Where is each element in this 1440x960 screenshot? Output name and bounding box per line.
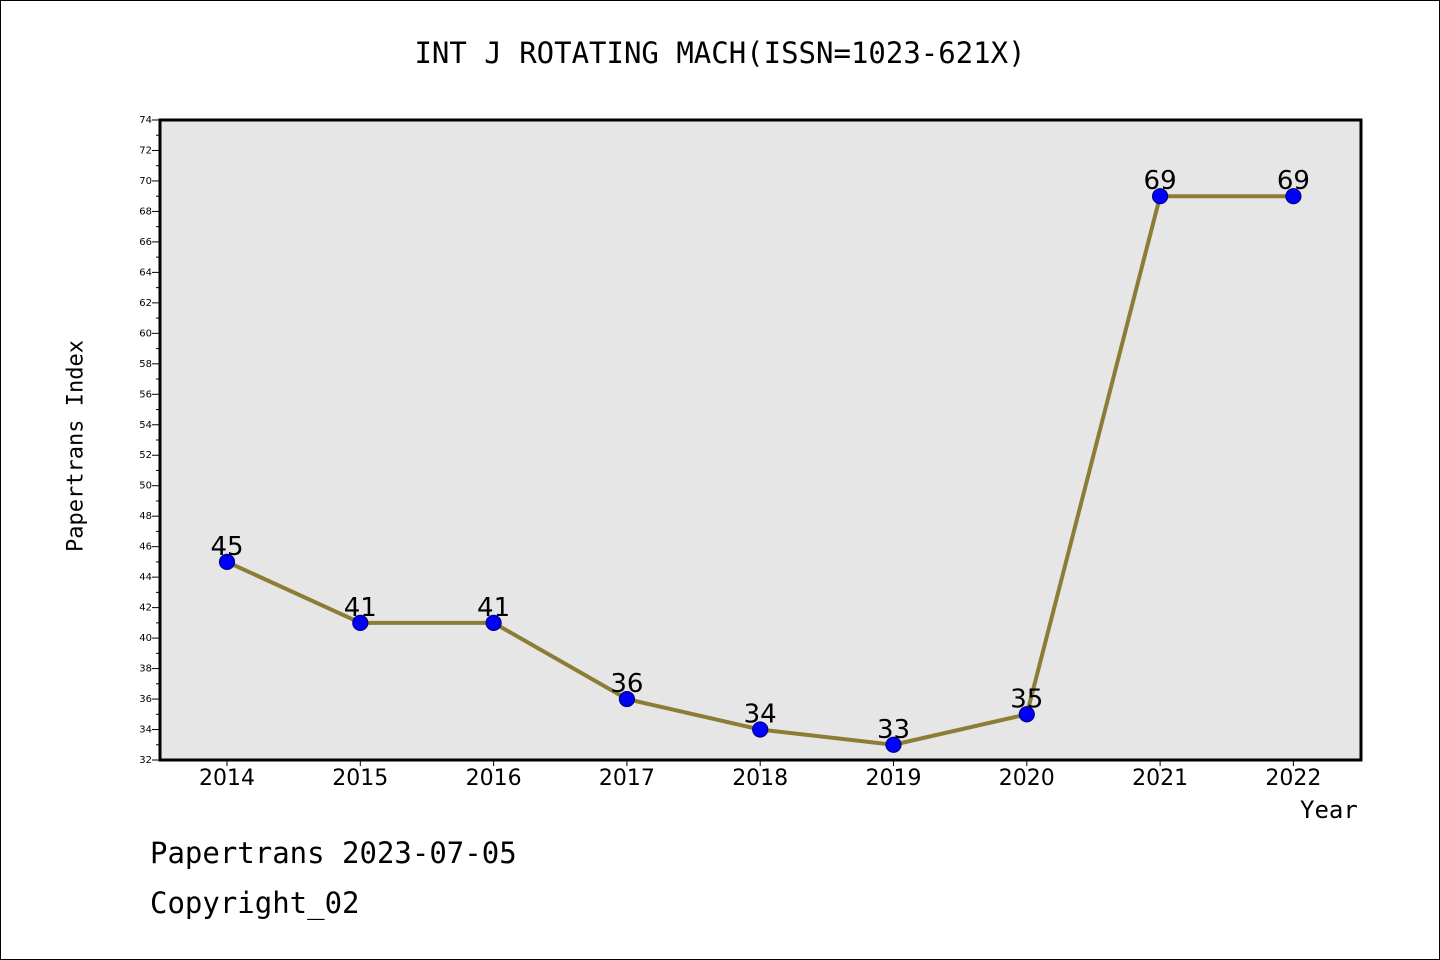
data-label: 36 — [610, 669, 643, 699]
data-labels: 45 41 41 36 34 33 35 69 69 — [210, 166, 1309, 745]
data-point — [752, 721, 769, 738]
data-label: 41 — [344, 593, 377, 623]
footer-copyright: Copyright_02 — [150, 886, 360, 920]
x-axis-label: Year — [1300, 796, 1358, 824]
x-tick-label: 2016 — [466, 766, 522, 791]
x-axis: 2014 2015 2016 2017 2018 2019 2020 2021 2022 — [199, 760, 1321, 791]
y-tick-label: 40 — [139, 633, 152, 644]
y-tick-label: 64 — [139, 267, 152, 278]
data-label: 69 — [1277, 166, 1310, 196]
x-tick-label: 2014 — [199, 766, 255, 791]
y-tick-label: 62 — [139, 298, 152, 309]
y-tick-label: 74 — [139, 115, 152, 126]
y-tick-label: 38 — [139, 664, 152, 675]
data-point — [885, 736, 902, 753]
y-tick-label: 60 — [139, 328, 152, 339]
x-tick-label: 2021 — [1132, 766, 1188, 791]
x-tick-label: 2022 — [1265, 766, 1321, 791]
x-tick-label: 2019 — [866, 766, 922, 791]
y-tick-label: 42 — [139, 603, 152, 614]
data-point — [485, 614, 502, 631]
data-point — [618, 690, 636, 708]
y-tick-label: 70 — [139, 176, 152, 187]
y-tick-label: 46 — [139, 542, 152, 553]
data-point — [218, 553, 236, 571]
x-tick-label: 2018 — [732, 766, 788, 791]
plot-area — [160, 120, 1361, 760]
y-tick-label: 32 — [139, 755, 152, 766]
plot-border — [158, 118, 1363, 762]
y-tick-label: 52 — [139, 450, 152, 461]
x-tick-label: 2017 — [599, 766, 655, 791]
data-label: 45 — [210, 532, 243, 562]
data-label: 34 — [744, 700, 777, 730]
x-tick-label: 2020 — [999, 766, 1055, 791]
y-tick-label: 44 — [139, 572, 152, 583]
y-tick-label: 58 — [139, 359, 152, 370]
chart-title: INT J ROTATING MACH(ISSN=1023-621X) — [414, 36, 1026, 70]
y-tick-label: 48 — [139, 511, 152, 522]
data-point — [1285, 188, 1302, 205]
y-tick-label: 56 — [139, 389, 152, 400]
data-label: 33 — [877, 715, 910, 745]
y-tick-label: 66 — [139, 237, 152, 248]
data-point — [1151, 188, 1169, 205]
data-point — [1018, 706, 1035, 723]
y-tick-label: 68 — [139, 206, 152, 217]
series-line — [218, 188, 1302, 753]
data-point — [352, 614, 369, 631]
y-tick-label: 34 — [139, 725, 152, 736]
y-tick-label: 72 — [139, 145, 152, 156]
y-tick-label: 50 — [139, 481, 152, 492]
y-tick-label: 54 — [139, 420, 152, 431]
data-label: 69 — [1144, 166, 1177, 196]
data-label: 41 — [477, 593, 510, 623]
data-label: 35 — [1010, 684, 1043, 714]
x-tick-label: 2015 — [332, 766, 388, 791]
y-axis: 32 34 36 38 40 42 44 46 48 50 52 54 56 58 60 62 64 66 68 70… — [139, 115, 160, 766]
footer-date: Papertrans 2023-07-05 — [150, 836, 517, 870]
y-tick-label: 36 — [139, 694, 152, 705]
